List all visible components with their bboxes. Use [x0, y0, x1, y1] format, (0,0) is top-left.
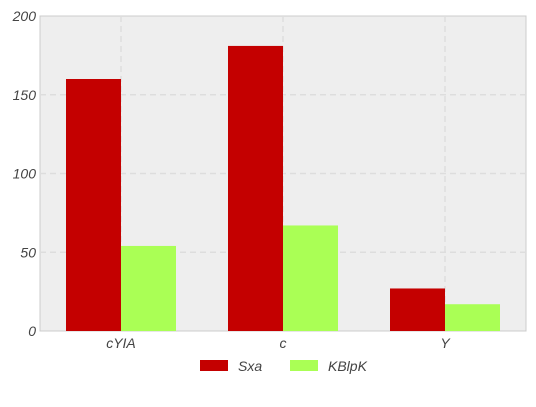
legend-label-KBlpK: KBlpK [328, 358, 368, 374]
x-tick-label: cYIA [106, 335, 136, 351]
y-tick-label: 100 [13, 166, 37, 182]
legend-swatch-KBlpK [290, 360, 318, 371]
bar-KBlpK-Y [445, 304, 500, 331]
x-tick-label: Y [440, 335, 451, 351]
y-tick-label: 200 [12, 8, 37, 24]
bar-KBlpK-cYIA [121, 245, 176, 331]
y-tick-label: 0 [28, 323, 36, 339]
bar-Sxa-c [228, 45, 283, 332]
legend-swatch-Sxa [200, 360, 228, 371]
y-tick-label: 150 [13, 87, 37, 103]
bar-Sxa-Y [390, 288, 445, 331]
legend-label-Sxa: Sxa [238, 358, 262, 374]
y-tick-label: 50 [20, 244, 36, 260]
plot-area: 0 50 100 150 200 cYIA c Y [12, 8, 527, 351]
bar-KBlpK-c [283, 225, 338, 331]
legend: Sxa KBlpK [200, 358, 368, 374]
x-tick-label: c [280, 335, 287, 351]
bar-Sxa-cYIA [66, 79, 121, 331]
